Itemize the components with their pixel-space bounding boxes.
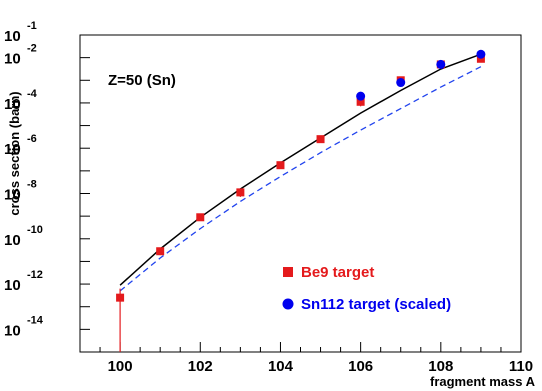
sn112-point <box>356 91 366 101</box>
x-axis-title: fragment mass A <box>430 374 536 389</box>
dashed-model-curve <box>119 66 482 292</box>
y-tick-exponent: -6 <box>27 133 37 145</box>
annotation-label: Z=50 (Sn) <box>108 72 176 89</box>
x-tick-label: 106 <box>348 358 373 375</box>
be9-point <box>316 135 325 144</box>
sn112-point <box>476 49 486 59</box>
be9-point <box>236 188 245 197</box>
x-tick-label: 102 <box>188 358 213 375</box>
y-tick-label: 10 <box>4 187 21 204</box>
data-points <box>116 49 486 352</box>
be9-point <box>476 54 485 63</box>
solid-model-curve <box>119 53 482 286</box>
y-tick-label: 10 <box>4 322 21 339</box>
legend: Be9 target Sn112 target (scaled) <box>282 264 451 313</box>
legend-label: Be9 target <box>301 264 374 281</box>
y-tick-exponent: -1 <box>27 20 37 32</box>
sn112-point <box>396 78 406 88</box>
y-tick-exponent: -2 <box>27 43 37 55</box>
y-tick-exponent: -10 <box>27 224 43 236</box>
x-tick-label: 100 <box>108 358 133 375</box>
legend-marker-sn112 <box>282 298 294 310</box>
y-tick-label: 10 <box>4 28 21 45</box>
x-tick-label: 110 <box>509 358 533 375</box>
x-tick-label: 104 <box>268 358 294 375</box>
be9-point <box>196 213 205 222</box>
y-tick-label: 10 <box>4 51 21 68</box>
legend-marker-be9 <box>283 267 293 277</box>
sn112-point <box>436 59 446 69</box>
be9-point <box>156 247 165 256</box>
be9-point <box>356 97 365 106</box>
legend-label: Sn112 target (scaled) <box>301 296 451 313</box>
y-tick-exponent: -12 <box>27 269 43 281</box>
y-tick-exponent: -14 <box>27 314 44 326</box>
y-tick-exponent: -8 <box>27 179 37 191</box>
y-tick-label: 10 <box>4 141 21 158</box>
y-tick-exponent: -4 <box>27 88 38 100</box>
model-curves <box>119 53 482 292</box>
plot-axes: 100 102 104 106 108 110 10 -1 10 -2 10 -4 10 -6 10 -8 10… <box>4 20 536 389</box>
x-tick-label: 108 <box>428 358 453 375</box>
be9-point <box>276 161 285 170</box>
y-tick-label: 10 <box>4 96 21 113</box>
y-tick-label: 10 <box>4 277 21 294</box>
be9-point <box>116 293 125 302</box>
y-axis-title: cross section (barn) <box>7 91 22 215</box>
y-tick-label: 10 <box>4 232 21 249</box>
